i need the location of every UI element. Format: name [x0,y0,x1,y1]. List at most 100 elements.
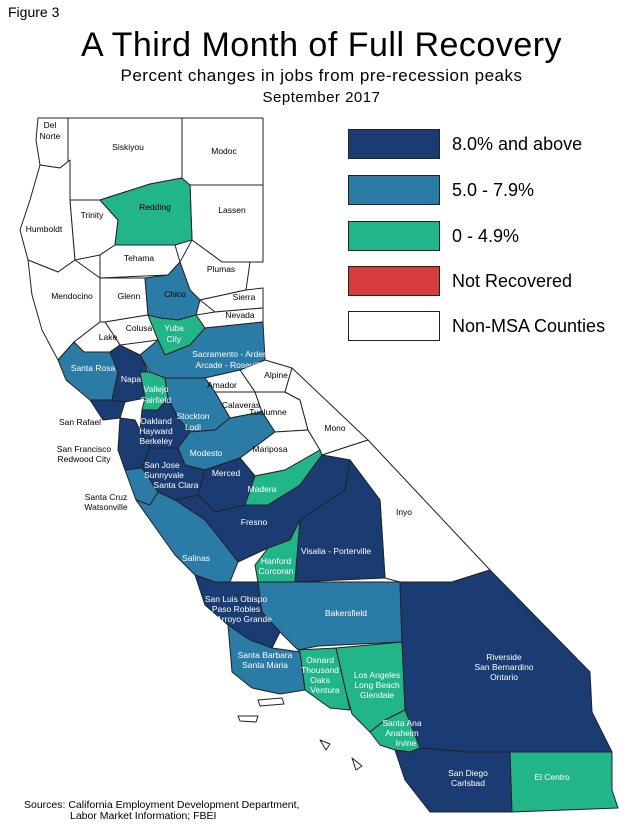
label-oxnard: Thousand [301,665,339,675]
label-hanford: Hanford [261,556,292,566]
label-yuba-city: City [167,334,182,344]
label-san-jose: Santa Clara [154,480,199,490]
label-salinas: Salinas [182,553,210,563]
label-slo: San Luis Obispo [205,594,268,604]
label-santa-cruz: Watsonville [84,502,127,512]
legend-swatch [348,311,440,341]
legend-item-8-plus: 8.0% and above [348,129,643,161]
label-san-diego: Carlsbad [451,778,485,788]
label-sf: San Francisco [57,444,112,454]
sources: Sources: California Employment Developme… [24,800,299,822]
label-alpine: Alpine [264,370,288,380]
legend-swatch [348,221,440,251]
label-redding: Redding [139,202,171,212]
label-oxnard: Oaks [310,675,330,685]
label-la: Long Beach [354,680,400,690]
legend-label: Not Recovered [452,271,573,291]
label-el-centro: El Centro [534,772,570,782]
label-calaveras: Calaveras [222,400,260,410]
label-amador: Amador [207,380,237,390]
label-riverside: San Bernardino [474,662,533,672]
label-sacramento: Sacramento - Arden [192,349,268,359]
label-nevada: Nevada [225,310,255,320]
label-lake: Lake [99,332,118,342]
label-glenn: Glenn [118,291,141,301]
legend-item-5-to-8: 5.0 - 7.9% [348,175,643,207]
region-humboldt [19,159,76,273]
label-tuolumne: Tuolumne [249,407,287,417]
label-plumas: Plumas [207,264,235,274]
legend-label: 0 - 4.9% [452,226,520,246]
figure-label: Figure 3 [8,4,60,20]
label-santa-ana: Santa Ana [382,718,422,728]
region-sierra [199,287,264,313]
sources-line: Sources: California Employment Developme… [24,799,300,811]
legend-swatch [348,129,440,159]
label-tehama: Tehama [124,253,155,263]
label-oxnard: Ventura [310,685,340,695]
label-del-norte: Del [44,120,57,130]
label-bakersfield: Bakersfield [325,608,367,618]
label-riverside: Riverside [486,652,522,662]
label-visalia: Visalia - Porterville [301,546,372,556]
label-oakland: Oakland [140,416,172,426]
label-san-jose: Sunnyvale [144,470,184,480]
label-santa-barbara: Santa Barbara [238,650,293,660]
island [257,697,285,707]
legend-label: Non-MSA Counties [452,316,606,336]
label-santa-barbara: Santa Maria [242,660,288,670]
label-san-rafael: San Rafael [59,417,101,427]
label-fresno: Fresno [241,517,268,527]
date-label: September 2017 [262,89,381,106]
subtitle: Percent changes in jobs from pre-recessi… [120,66,523,85]
label-napa: Napa [121,374,142,384]
label-riverside: Ontario [490,672,518,682]
label-sf: Redwood City [58,454,112,464]
label-mendocino: Mendocino [51,291,93,301]
label-santa-ana: Anaheim [385,728,419,738]
label-madera: Madera [248,484,277,494]
legend-swatch [348,266,440,296]
label-san-diego: San Diego [448,768,488,778]
label-lassen: Lassen [218,205,246,215]
label-sacramento: Arcade - Roseville [196,360,265,370]
legend-label: 5.0 - 7.9% [452,180,535,200]
label-inyo: Inyo [396,507,412,517]
label-mono: Mono [324,423,346,433]
label-stockton: Lodi [185,422,201,432]
label-stockton: Stockton [176,411,209,421]
island [351,757,363,771]
label-vallejo: Vallejo [144,384,169,394]
legend-swatch [348,175,440,205]
label-humboldt: Humboldt [26,224,63,234]
label-chico: Chico [164,289,186,299]
label-modoc: Modoc [211,146,237,156]
legend-item-0-to-5: 0 - 4.9% [348,221,643,253]
region-el-centro [509,751,619,813]
label-slo: Arroyo Grande [216,614,272,624]
label-colusa: Colusa [126,323,153,333]
region-redding [99,177,193,246]
label-yuba-city: Yuba [164,323,184,333]
region-slo [194,574,281,649]
page-title: A Third Month of Full Recovery [80,26,563,64]
island [319,739,331,751]
label-san-jose: San Jose [144,460,180,470]
label-vallejo: Fairfield [141,395,172,405]
label-oakland: Hayward [139,426,173,436]
region-salinas [135,491,239,583]
label-la: Los Angeles [354,670,400,680]
label-mariposa: Mariposa [253,444,288,454]
legend-item-non-msa: Non-MSA Counties [348,311,643,343]
legend-item-not-recovered: Not Recovered [348,266,643,298]
island [237,715,259,723]
label-santa-ana: Irvine [396,738,417,748]
label-siskiyou: Siskiyou [112,142,144,152]
legend-label: 8.0% and above [452,134,583,154]
label-la: Glendale [360,690,394,700]
label-merced: Merced [212,468,241,478]
label-hanford: Corcoran [259,566,294,576]
sources-line: Labor Market Information; FBEI [70,810,217,822]
label-oakland: Berkeley [139,436,173,446]
